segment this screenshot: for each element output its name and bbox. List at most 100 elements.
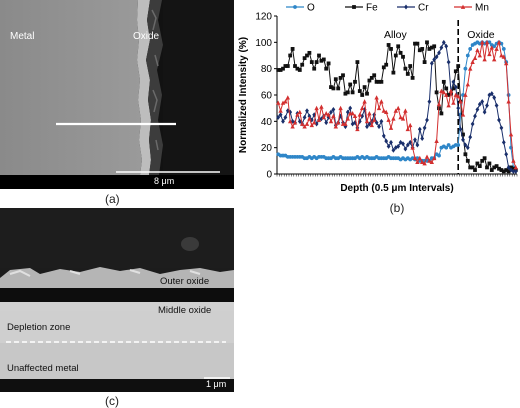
point-mn (463, 92, 468, 97)
point-fe (377, 79, 381, 84)
legend-item-cr: Cr (397, 3, 429, 14)
point-cr (283, 114, 288, 120)
point-cr (492, 95, 497, 101)
point-fe (369, 75, 374, 80)
point-mn (376, 105, 382, 111)
point-fe (468, 165, 473, 170)
sem-image-c: Outer oxide Middle oxide Depletion zone … (0, 208, 234, 392)
point-fe (312, 66, 317, 71)
point-fe (489, 168, 494, 172)
point-fe (381, 65, 386, 70)
point-mn (422, 161, 427, 166)
point-mn (321, 114, 326, 120)
point-cr (432, 56, 437, 62)
point-cr (379, 118, 384, 124)
point-cr (357, 118, 362, 124)
point-mn (290, 124, 295, 129)
point-fe (501, 169, 506, 174)
point-mn (446, 103, 451, 108)
legend-marker (460, 4, 466, 9)
point-cr (453, 84, 458, 90)
point-fe (506, 169, 511, 174)
point-fe (295, 66, 300, 71)
point-mn (489, 45, 494, 50)
point-fe (386, 43, 391, 47)
series-cr (276, 39, 518, 174)
point-mn (482, 57, 487, 62)
point-mn (496, 39, 502, 45)
label-oxide: Oxide (133, 31, 160, 42)
point-cr (434, 54, 439, 60)
point-mn (448, 88, 454, 93)
point-fe (350, 90, 355, 95)
point-mn (384, 109, 389, 115)
point-cr (429, 60, 434, 66)
point-cr (425, 117, 429, 123)
point-fe (415, 41, 420, 46)
label-metal: Metal (10, 31, 35, 42)
point-mn (508, 132, 514, 137)
point-mn (391, 116, 396, 121)
y-tick-label: 120 (255, 12, 272, 23)
point-mn (432, 155, 437, 161)
point-cr (422, 125, 427, 131)
point-mn (374, 95, 379, 100)
point-fe (425, 40, 429, 45)
point-fe (413, 41, 417, 46)
point-fe (492, 165, 497, 170)
caption-c: (c) (105, 394, 119, 408)
point-mn (338, 105, 343, 111)
point-cr (307, 113, 312, 119)
point-fe (461, 132, 465, 137)
point-fe (444, 86, 449, 91)
point-cr (446, 59, 451, 65)
point-cr (386, 143, 391, 149)
point-fe (309, 60, 314, 64)
label-unaffected-metal: Unaffected metal (7, 363, 79, 374)
point-fe (293, 64, 297, 68)
point-fe (453, 69, 458, 74)
label-depletion-zone: Depletion zone (7, 322, 71, 333)
legend-label: O (307, 3, 315, 14)
point-o (492, 44, 497, 49)
point-mn (398, 114, 403, 120)
point-mn (453, 92, 458, 97)
point-mn (434, 138, 439, 143)
point-mn (472, 55, 478, 61)
point-fe (365, 91, 369, 96)
point-fe (300, 62, 305, 67)
point-cr (494, 103, 499, 109)
point-mn (350, 111, 355, 116)
point-cr (513, 168, 518, 174)
point-fe (317, 53, 321, 58)
point-cr (348, 105, 353, 111)
point-fe (391, 70, 396, 75)
point-mn (379, 99, 384, 104)
point-fe (372, 73, 377, 78)
point-cr (276, 114, 281, 120)
point-cr (509, 167, 513, 173)
point-mn (400, 116, 406, 121)
point-cr (506, 164, 511, 170)
point-mn (403, 108, 408, 113)
legend-marker (352, 5, 356, 9)
point-fe (504, 168, 509, 172)
sem-image-a-graphic (0, 0, 234, 189)
point-fe (408, 64, 413, 68)
point-fe (324, 66, 329, 71)
x-axis-label: Depth (0.5 μm Intervals) (340, 183, 453, 194)
point-fe (480, 158, 485, 163)
sem-image-c-graphic (0, 208, 234, 392)
point-fe (283, 64, 288, 68)
point-cr (504, 151, 509, 157)
point-cr (285, 108, 290, 114)
point-fe (348, 82, 353, 87)
y-tick-label: 20 (261, 143, 273, 154)
sem-image-a: Metal Oxide 8 μm (0, 0, 234, 189)
chart-axes: 0 20 40 60 80 100 120 Normalized Intensity (%) D… (238, 12, 518, 215)
point-cr (468, 134, 473, 140)
point-cr (439, 45, 444, 51)
point-mn (484, 39, 490, 45)
point-fe (432, 44, 437, 49)
point-mn (295, 112, 300, 117)
